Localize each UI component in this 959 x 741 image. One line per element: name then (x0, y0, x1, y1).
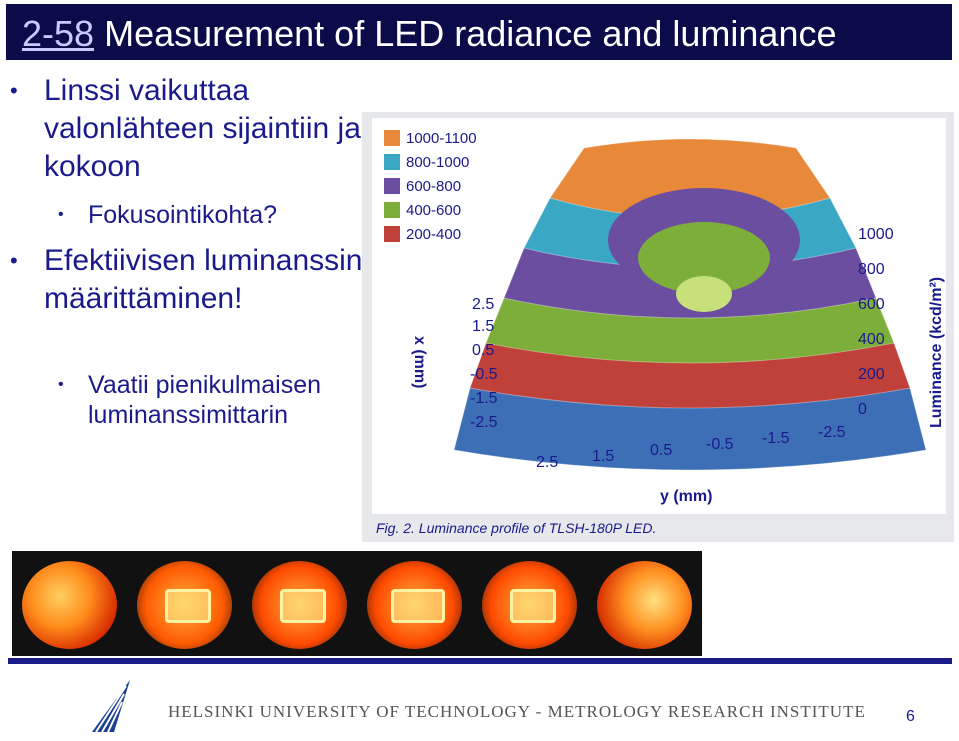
led-photo (127, 551, 242, 656)
surface-dome (608, 188, 800, 312)
x-tick-label: 1.5 (472, 318, 495, 335)
led-photo (242, 551, 357, 656)
z-tick-label: 1000 (858, 226, 894, 243)
x-tick-label: -0.5 (470, 366, 498, 383)
y-tick-label: 2.5 (536, 454, 559, 471)
legend-swatch (384, 130, 400, 146)
bullet-text: Vaatii pienikulmaisen luminanssimittarin (88, 371, 321, 429)
legend-entry: 600-800 (384, 174, 477, 198)
slide-title-text: Measurement of LED radiance and luminanc… (104, 13, 837, 54)
y-tick-label: 0.5 (650, 442, 673, 459)
led-photo (587, 551, 702, 656)
y-tick-label: -2.5 (818, 424, 846, 441)
x-axis-label: x (mm) (411, 336, 428, 389)
surface-plot-svg (453, 138, 927, 471)
legend-swatch (384, 154, 400, 170)
led-photo (357, 551, 472, 656)
x-tick-label: 2.5 (472, 296, 495, 313)
legend-swatch (384, 202, 400, 218)
bullet-text: Fokusointikohta? (88, 201, 278, 229)
z-tick-label: 400 (858, 331, 885, 348)
legend-entry: 800-1000 (384, 150, 477, 174)
x-tick-label: -2.5 (470, 414, 498, 431)
legend-swatch (384, 226, 400, 242)
bullet-text: Linssi vaikuttaa valonlähteen sijaintiin… (44, 74, 361, 183)
legend: 1000-1100 800-1000 600-800 400-600 200-400 (384, 126, 477, 246)
z-tick-label: 600 (858, 296, 885, 313)
luminance-figure: 1000-1100 800-1000 600-800 400-600 200-400 x… (362, 112, 954, 542)
legend-entry: 200-400 (384, 222, 477, 246)
x-tick-label: 0.5 (472, 342, 495, 359)
y-axis-label: y (mm) (660, 488, 713, 505)
slide-title: 2-58 Measurement of LED radiance and lum… (22, 14, 837, 54)
bullet-dot-icon: • (58, 206, 64, 223)
surface-dip (676, 276, 732, 312)
legend-label: 800-1000 (406, 153, 470, 171)
footer-institution: HELSINKI UNIVERSITY OF TECHNOLOGY - METR… (168, 702, 866, 721)
legend-label: 200-400 (406, 225, 462, 243)
legend-label: 600-800 (406, 177, 462, 195)
figure-caption: Fig. 2. Luminance profile of TLSH-180P L… (376, 520, 657, 536)
slide-number-link[interactable]: 2-58 (22, 13, 95, 54)
y-tick-label: 1.5 (592, 448, 615, 465)
surface-dip (638, 222, 770, 294)
z-axis-label: Luminance (kcd/m²) (928, 276, 945, 428)
led-photo-strip (12, 551, 702, 656)
legend-entry: 400-600 (384, 198, 477, 222)
led-photo (12, 551, 127, 656)
led-photo (472, 551, 587, 656)
divider-rule (8, 658, 952, 664)
legend-entry: 1000-1100 (384, 126, 477, 150)
z-tick-label: 200 (858, 366, 885, 383)
bullet-dot-icon: • (58, 376, 64, 393)
surface-plot: 1000-1100 800-1000 600-800 400-600 200-400 x… (372, 118, 946, 514)
z-tick-label: 800 (858, 261, 885, 278)
legend-label: 400-600 (406, 201, 462, 219)
title-bar: 2-58 Measurement of LED radiance and lum… (6, 4, 952, 60)
y-tick-label: -0.5 (706, 436, 734, 453)
legend-label: 1000-1100 (406, 129, 477, 147)
bullet-dot-icon: • (10, 248, 18, 273)
bullet-dot-icon: • (10, 78, 18, 103)
z-tick-label: 0 (858, 401, 867, 418)
page-number: 6 (906, 708, 915, 725)
university-logo (92, 680, 130, 733)
y-tick-label: -1.5 (762, 430, 790, 447)
legend-swatch (384, 178, 400, 194)
bullet-text: Efektiivisen luminanssin määrittäminen! (44, 244, 363, 315)
x-tick-label: -1.5 (470, 390, 498, 407)
